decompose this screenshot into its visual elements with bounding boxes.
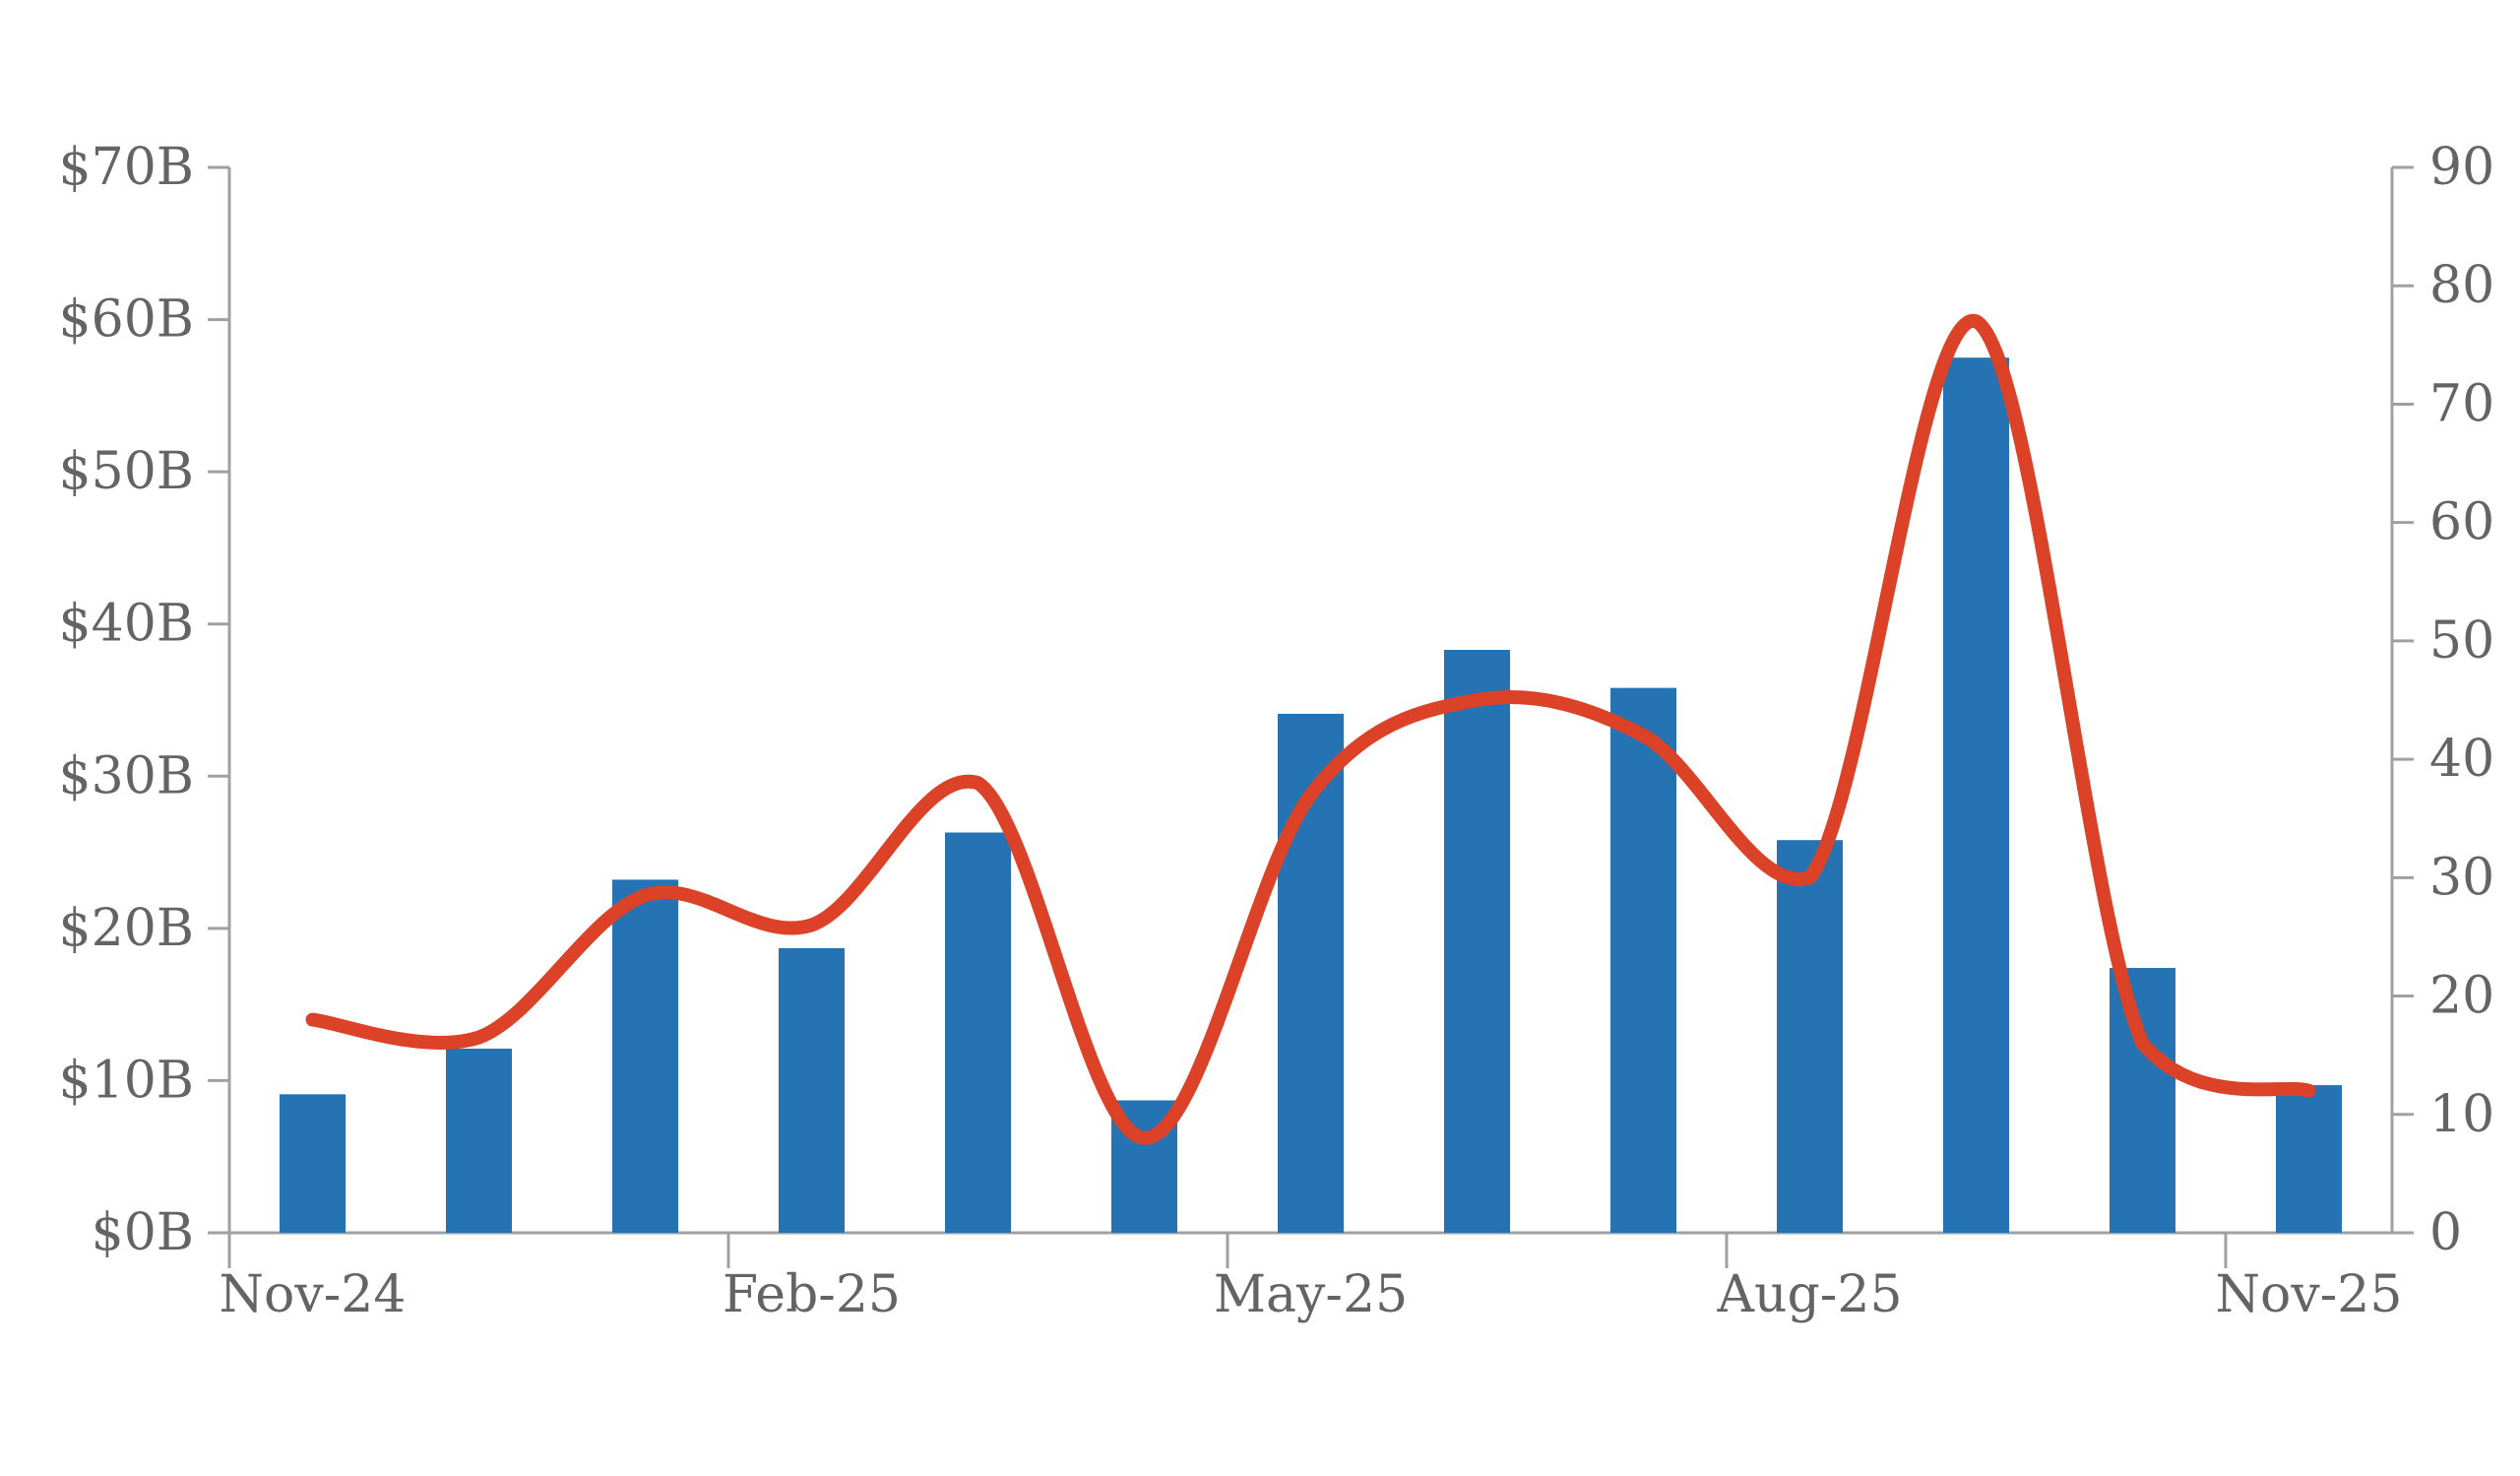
bar-Mar-25 xyxy=(945,832,1011,1233)
bar-Jan-25 xyxy=(612,879,678,1233)
bar-Nov-25 xyxy=(2276,1085,2342,1233)
left-axis-tick-label: $40B xyxy=(59,595,194,654)
left-axis-tick-label: $10B xyxy=(59,1051,194,1110)
x-axis-tick-label: Aug-25 xyxy=(1716,1265,1902,1324)
right-axis-tick-label: 50 xyxy=(2429,611,2494,671)
right-axis-tick-label: 10 xyxy=(2429,1085,2494,1144)
left-axis-tick-label: $20B xyxy=(59,899,194,958)
right-axis-tick-label: 20 xyxy=(2429,967,2494,1026)
right-axis-tick-label: 90 xyxy=(2429,138,2494,197)
left-axis-tick-label: $50B xyxy=(59,442,194,501)
left-axis-tick-label: $60B xyxy=(59,290,194,350)
x-axis-tick-label: Feb-25 xyxy=(723,1265,901,1324)
right-axis-tick-label: 70 xyxy=(2429,374,2494,433)
bar-Dec-24 xyxy=(446,1048,512,1233)
bar-Jun-25 xyxy=(1444,649,1510,1233)
bar-Nov-24 xyxy=(280,1094,346,1233)
bar-Sep-25 xyxy=(1943,357,2009,1233)
right-axis-tick-label: 40 xyxy=(2429,730,2494,789)
bar-Jul-25 xyxy=(1610,687,1676,1233)
right-axis-tick-label: 0 xyxy=(2429,1203,2462,1262)
smooth-line-series xyxy=(305,314,2316,1145)
bar-Oct-25 xyxy=(2110,968,2175,1233)
left-axis-tick-label: $0B xyxy=(92,1203,194,1262)
right-axis-tick-label: 60 xyxy=(2429,493,2494,552)
x-axis-tick-label: Nov-24 xyxy=(220,1265,407,1324)
left-axis-tick-label: $70B xyxy=(59,138,194,197)
x-axis-tick-label: Nov-25 xyxy=(2216,1265,2403,1324)
left-axis-tick-label: $30B xyxy=(59,746,194,805)
bar-Feb-25 xyxy=(779,947,845,1233)
bar-Aug-25 xyxy=(1777,840,1843,1233)
right-axis-tick-label: 80 xyxy=(2429,256,2494,315)
x-axis-tick-label: May-25 xyxy=(1214,1265,1408,1324)
right-axis-tick-label: 30 xyxy=(2429,848,2494,907)
